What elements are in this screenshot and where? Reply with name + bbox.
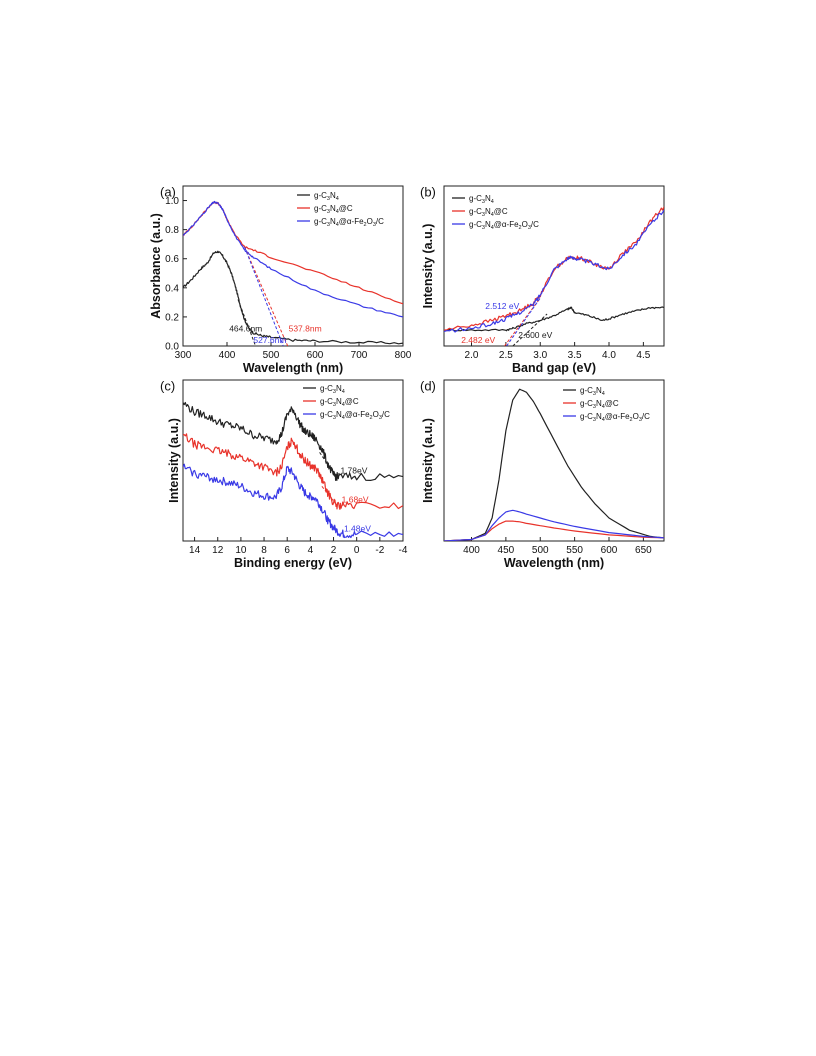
panel-label: (c) xyxy=(160,379,175,394)
series-line xyxy=(444,206,664,331)
tangent-guide xyxy=(244,246,289,346)
y-tick-label: 0.6 xyxy=(165,254,179,265)
legend: g-C3N4 g-C3N4@C g-C3N4@α-Fe2O3/C xyxy=(297,191,384,228)
x-tick-label: 500 xyxy=(263,350,280,361)
series-line xyxy=(444,306,664,332)
panel-label: (a) xyxy=(160,185,176,200)
x-tick-label: 0 xyxy=(354,545,360,556)
x-tick-label: 300 xyxy=(175,350,192,361)
plot-frame xyxy=(443,185,665,347)
x-tick-label: 3.0 xyxy=(533,350,547,361)
x-axis-title: Binding energy (eV) xyxy=(234,556,352,570)
x-tick-label: 12 xyxy=(212,545,224,556)
plot-frame xyxy=(182,379,404,542)
legend-entry: g-C3N4 xyxy=(580,386,605,397)
annotation-label: 527.6nm xyxy=(253,335,286,345)
y-tick-label: 1.0 xyxy=(165,196,179,207)
x-tick-label: 8 xyxy=(261,545,267,556)
annotation-label: 1.68eV xyxy=(342,494,369,504)
annotation-label: 2.512 eV xyxy=(485,301,519,311)
x-tick-label: -2 xyxy=(375,545,384,556)
panel-label: (b) xyxy=(420,185,436,200)
y-axis-title: Intensity (a.u.) xyxy=(421,418,435,503)
tangent-guide xyxy=(512,313,548,346)
tangent-guide xyxy=(244,246,284,346)
x-axis-title: Band gap (eV) xyxy=(512,361,596,375)
chart-panel-b: 2.0 2.5 3.0 3.5 4.0 4.5 Band gap (eV) Intensity… xyxy=(420,185,665,375)
legend-entry: g-C3N4@α-Fe2O3/C xyxy=(314,217,384,228)
panel-label: (d) xyxy=(420,379,436,394)
x-tick-label: 14 xyxy=(189,545,201,556)
x-tick-label: 4.0 xyxy=(602,350,616,361)
legend-entry: g-C3N4@C xyxy=(580,399,619,410)
y-axis-title: Intensity (a.u.) xyxy=(167,418,181,503)
series-line xyxy=(444,209,664,333)
x-tick-label: 600 xyxy=(601,545,618,556)
y-axis-title: Absorbance (a.u.) xyxy=(149,213,163,319)
annotation-label: 2.482 eV xyxy=(461,335,495,345)
legend-entry: g-C3N4@C xyxy=(320,397,359,408)
x-tick-label: 2 xyxy=(331,545,337,556)
legend: g-C3N4 g-C3N4@C g-C3N4@α-Fe2O3/C xyxy=(563,386,650,423)
x-tick-label: 10 xyxy=(235,545,247,556)
y-tick-label: 0.0 xyxy=(165,342,179,353)
series-line xyxy=(183,463,403,539)
chart-panel-d: 400 450 500 550 600 650 Wavelength (nm) Intensi… xyxy=(420,379,665,570)
legend-entry: g-C3N4 xyxy=(320,384,345,395)
x-tick-label: 550 xyxy=(566,545,583,556)
series-line xyxy=(183,200,403,318)
y-tick-label: 0.4 xyxy=(165,283,179,294)
x-tick-label: 450 xyxy=(498,545,515,556)
y-tick-label: 0.2 xyxy=(165,312,179,323)
x-tick-label: 400 xyxy=(463,545,480,556)
legend: g-C3N4 g-C3N4@C g-C3N4@α-Fe2O3/C xyxy=(452,194,539,231)
x-axis-title: Wavelength (nm) xyxy=(504,556,604,570)
x-tick-label: 800 xyxy=(395,350,412,361)
annotation-label: 537.8nm xyxy=(289,323,322,333)
x-tick-label: 2.0 xyxy=(465,350,479,361)
x-tick-label: 6 xyxy=(284,545,290,556)
annotation-label: 1.48eV xyxy=(344,523,371,533)
legend-entry: g-C3N4@C xyxy=(469,207,508,218)
legend-entry: g-C3N4 xyxy=(469,194,494,205)
series-line xyxy=(183,433,403,510)
legend-entry: g-C3N4 xyxy=(314,191,339,202)
x-tick-label: 650 xyxy=(635,545,652,556)
legend-entry: g-C3N4@C xyxy=(314,204,353,215)
annotation-label: 464.6nm xyxy=(229,323,262,333)
annotation-label: 1.78eV xyxy=(340,465,367,475)
x-axis-title: Wavelength (nm) xyxy=(243,361,343,375)
plot-frame xyxy=(443,379,665,542)
legend-entry: g-C3N4@α-Fe2O3/C xyxy=(580,412,650,423)
tangent-guide xyxy=(326,518,340,535)
tangent-guide xyxy=(321,485,338,506)
x-tick-label: -4 xyxy=(399,545,408,556)
series-line xyxy=(183,401,403,481)
x-tick-label: 2.5 xyxy=(499,350,513,361)
plot-frame xyxy=(182,185,404,347)
x-tick-label: 400 xyxy=(219,350,236,361)
series-line xyxy=(444,388,664,541)
chart-panel-a: 300 400 500 600 700 800 0.0 0.2 0.4 0.6 0.8 1.0 Wave… xyxy=(149,185,412,375)
annotation-label: 2.600 eV xyxy=(518,330,552,340)
legend-entry: g-C3N4@α-Fe2O3/C xyxy=(320,410,390,421)
tangent-guide xyxy=(237,299,257,346)
x-tick-label: 3.5 xyxy=(568,350,582,361)
x-tick-label: 600 xyxy=(307,350,324,361)
series-line xyxy=(444,509,664,541)
y-axis-title: Intensity (a.u.) xyxy=(421,224,435,309)
x-tick-label: 700 xyxy=(351,350,368,361)
chart-panel-c: 14 12 10 8 6 4 2 0 -2 -4 Binding energy (eV) Intens… xyxy=(160,379,408,570)
legend-entry: g-C3N4@α-Fe2O3/C xyxy=(469,220,539,231)
x-tick-label: 4.5 xyxy=(636,350,650,361)
x-tick-label: 4 xyxy=(308,545,314,556)
x-tick-label: 500 xyxy=(532,545,549,556)
y-tick-label: 0.8 xyxy=(165,225,179,236)
series-line xyxy=(183,250,403,345)
legend: g-C3N4 g-C3N4@C g-C3N4@α-Fe2O3/C xyxy=(303,384,390,421)
